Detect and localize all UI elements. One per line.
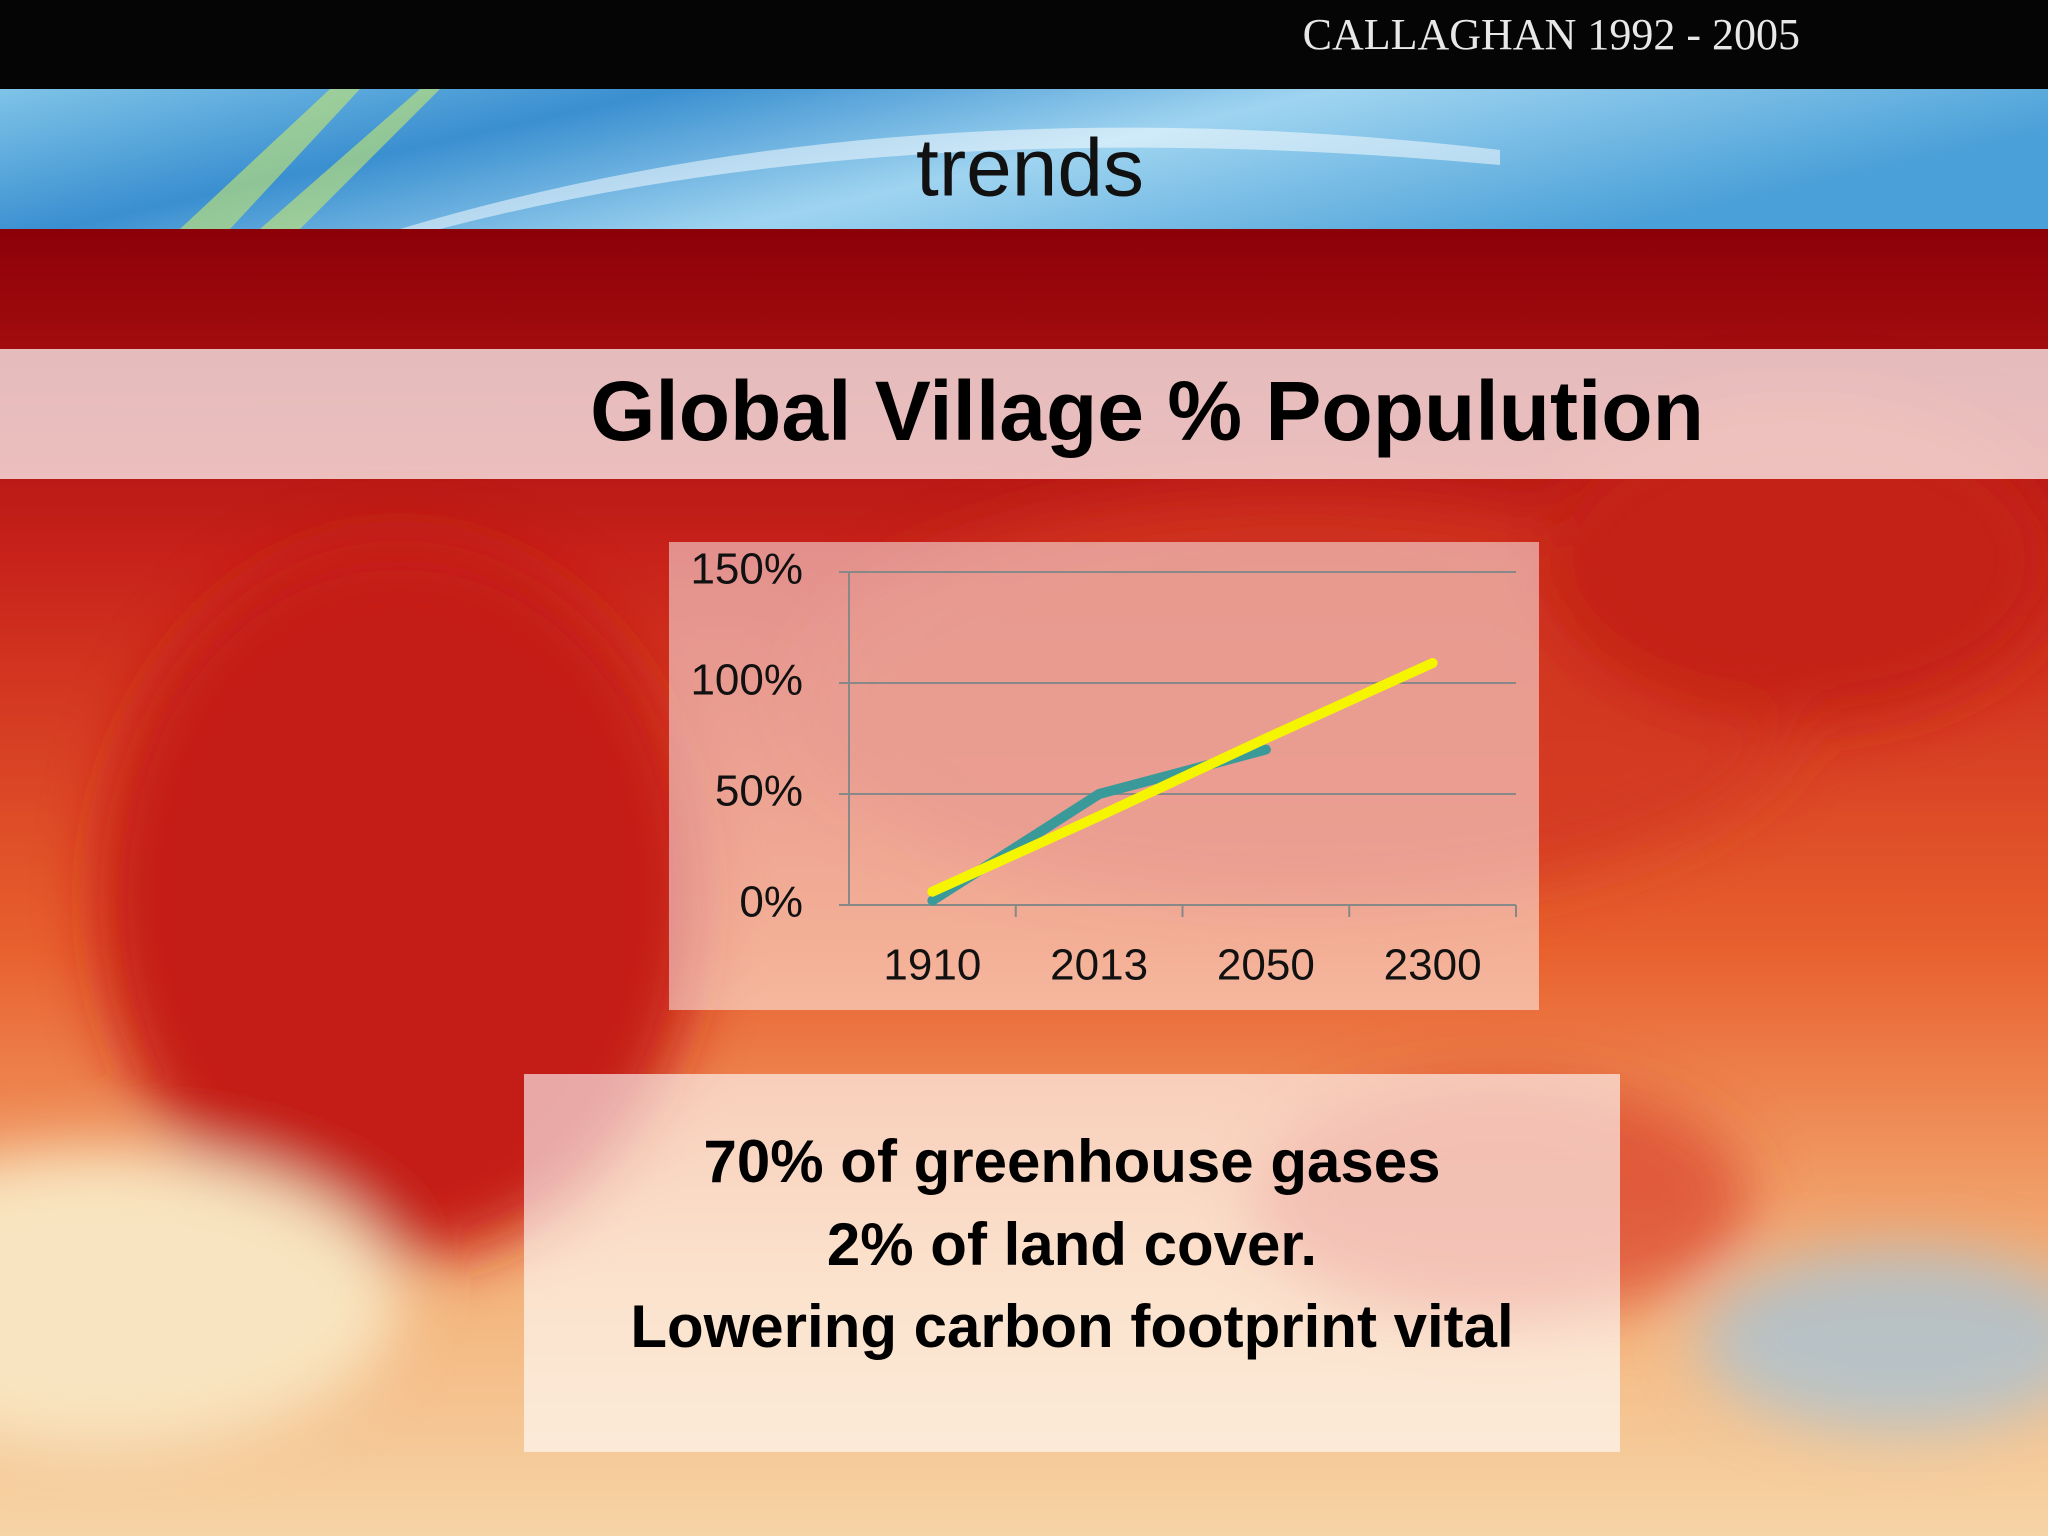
brand: CALLAGHAN 1992 - 2005 — [1303, 10, 1800, 59]
section-title: trends — [916, 123, 1144, 214]
title-band — [0, 349, 2048, 479]
x-tick-label: 2050 — [1217, 941, 1315, 990]
text-line: 70% of greenhouse gases — [704, 1128, 1441, 1195]
y-tick-label: 0% — [739, 878, 803, 927]
y-tick-label: 150% — [690, 545, 803, 594]
y-tick-label: 50% — [715, 767, 803, 816]
text-line: 2% of land cover. — [827, 1211, 1317, 1278]
chart-box — [669, 542, 1539, 1010]
x-tick-label: 2013 — [1050, 941, 1148, 990]
x-tick-label: 2300 — [1384, 941, 1482, 990]
banner-swoosh — [400, 127, 1500, 229]
top-bar — [0, 0, 2048, 89]
x-tick-label: 1910 — [883, 941, 981, 990]
slide-title: Global Village % Populution — [590, 364, 1704, 458]
text-line: Lowering carbon footprint vital — [630, 1293, 1513, 1360]
y-tick-label: 100% — [690, 656, 803, 705]
banner-streak — [180, 89, 440, 229]
series-line — [927, 658, 1438, 897]
chart: 0% 50% 100% 150% 1910 2013 2050 2300 — [690, 545, 1517, 990]
text-box — [524, 1074, 1620, 1452]
